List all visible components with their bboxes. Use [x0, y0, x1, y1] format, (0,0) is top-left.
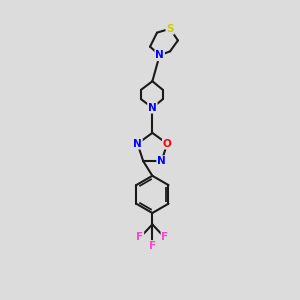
Text: F: F — [136, 232, 143, 242]
Text: N: N — [148, 103, 157, 113]
Text: N: N — [157, 156, 166, 166]
Text: F: F — [149, 241, 156, 251]
Text: O: O — [163, 139, 172, 149]
Text: S: S — [166, 24, 174, 34]
Text: F: F — [161, 232, 169, 242]
Text: N: N — [155, 50, 164, 60]
Text: N: N — [133, 139, 142, 149]
